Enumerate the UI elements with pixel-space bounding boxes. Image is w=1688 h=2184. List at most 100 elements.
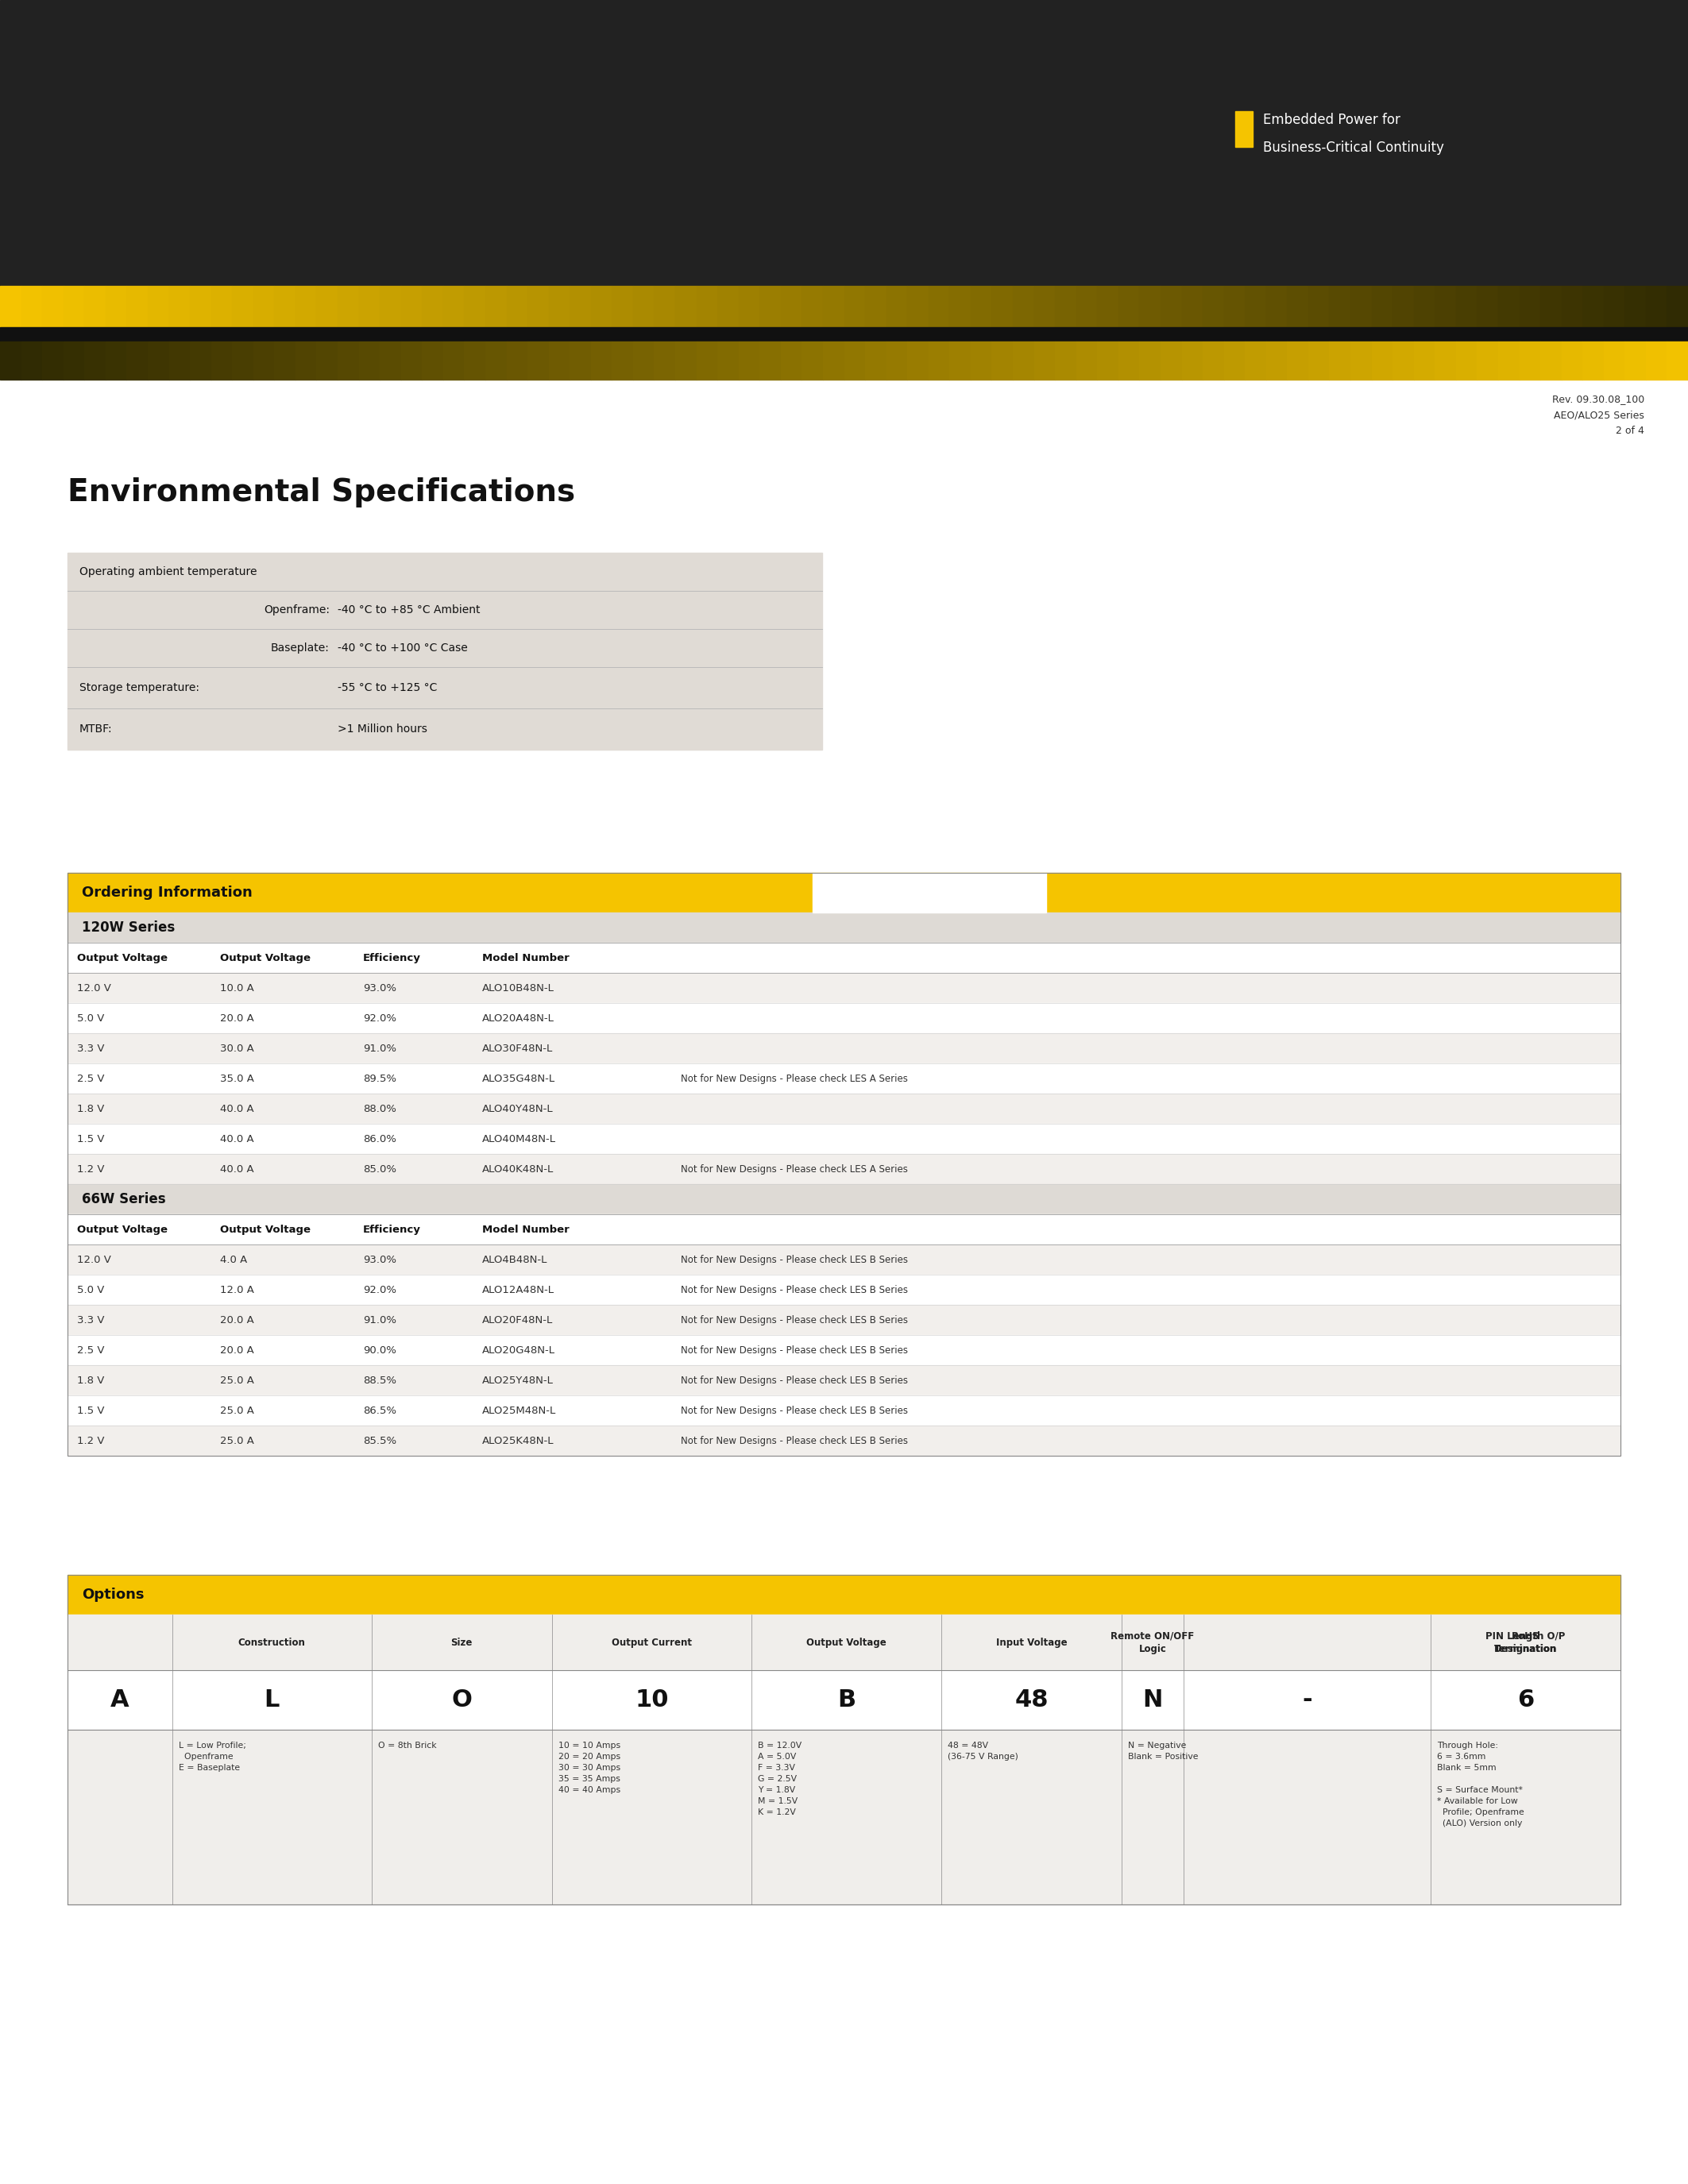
Bar: [68, 874, 1620, 1457]
Bar: [68, 1094, 1620, 1125]
Bar: [802, 286, 824, 328]
Bar: [1013, 341, 1033, 380]
Bar: [1202, 341, 1224, 380]
Text: 89.5%: 89.5%: [363, 1072, 397, 1083]
Text: 3.3 V: 3.3 V: [78, 1315, 105, 1326]
Bar: [68, 1334, 1620, 1365]
Bar: [1161, 341, 1182, 380]
Text: 5.0 V: 5.0 V: [78, 1284, 105, 1295]
Bar: [68, 1184, 1620, 1214]
Bar: [549, 341, 571, 380]
Text: 86.5%: 86.5%: [363, 1404, 397, 1415]
Bar: [0, 286, 20, 328]
Bar: [1561, 286, 1583, 328]
Bar: [1097, 286, 1117, 328]
Bar: [84, 286, 105, 328]
Text: 85.0%: 85.0%: [363, 1164, 397, 1175]
Bar: [571, 286, 591, 328]
Text: ALO40M48N-L: ALO40M48N-L: [483, 1133, 555, 1144]
Text: Rev. 09.30.08_100
AEO/ALO25 Series
2 of 4: Rev. 09.30.08_100 AEO/ALO25 Series 2 of …: [1551, 393, 1644, 437]
Bar: [1415, 286, 1435, 328]
Bar: [1033, 286, 1055, 328]
Bar: [1330, 286, 1350, 328]
Text: 25.0 A: 25.0 A: [219, 1435, 255, 1446]
Text: 85.5%: 85.5%: [363, 1435, 397, 1446]
Text: O: O: [451, 1688, 473, 1712]
Bar: [633, 341, 655, 380]
Bar: [1288, 286, 1308, 328]
Bar: [717, 286, 739, 328]
Bar: [84, 341, 105, 380]
Bar: [1604, 286, 1624, 328]
Text: L: L: [263, 1688, 280, 1712]
Text: B = 12.0V
A = 5.0V
F = 3.3V
G = 2.5V
Y = 1.8V
M = 1.5V
K = 1.2V: B = 12.0V A = 5.0V F = 3.3V G = 2.5V Y =…: [758, 1741, 802, 1817]
Text: -40 °C to +85 °C Ambient: -40 °C to +85 °C Ambient: [338, 605, 479, 616]
Text: 48: 48: [1014, 1688, 1048, 1712]
Text: ALO25Y48N-L: ALO25Y48N-L: [483, 1376, 554, 1385]
Text: 2.5 V: 2.5 V: [78, 1072, 105, 1083]
Bar: [1519, 341, 1539, 380]
Bar: [1308, 341, 1330, 380]
Text: 88.0%: 88.0%: [363, 1103, 397, 1114]
Text: Ordering Information: Ordering Information: [81, 885, 253, 900]
Bar: [105, 341, 127, 380]
Text: 20.0 A: 20.0 A: [219, 1315, 253, 1326]
Bar: [675, 286, 697, 328]
Bar: [338, 286, 358, 328]
Bar: [1393, 341, 1415, 380]
Bar: [486, 341, 506, 380]
Text: Output Voltage: Output Voltage: [78, 952, 167, 963]
Bar: [1202, 286, 1224, 328]
Bar: [127, 286, 149, 328]
Bar: [1097, 341, 1117, 380]
Bar: [68, 1064, 1620, 1094]
Bar: [697, 341, 717, 380]
Bar: [442, 341, 464, 380]
Text: ALO40K48N-L: ALO40K48N-L: [483, 1164, 554, 1175]
Bar: [1371, 286, 1393, 328]
Bar: [380, 341, 402, 380]
Bar: [1055, 286, 1077, 328]
Bar: [739, 286, 760, 328]
Bar: [866, 286, 886, 328]
Bar: [68, 1214, 1620, 1245]
Text: Options: Options: [81, 1588, 143, 1601]
Bar: [1624, 286, 1646, 328]
Text: ALO10B48N-L: ALO10B48N-L: [483, 983, 554, 994]
Bar: [1330, 341, 1350, 380]
Bar: [68, 1365, 1620, 1396]
Text: N: N: [1143, 1688, 1163, 1712]
Bar: [1646, 286, 1668, 328]
Text: 35.0 A: 35.0 A: [219, 1072, 255, 1083]
Text: 12.0 A: 12.0 A: [219, 1284, 255, 1295]
Bar: [68, 1033, 1620, 1064]
Bar: [760, 341, 780, 380]
Text: Openframe:: Openframe:: [263, 605, 329, 616]
Bar: [68, 1275, 1620, 1304]
Bar: [844, 341, 866, 380]
Bar: [1455, 286, 1477, 328]
Bar: [422, 341, 442, 380]
Bar: [1266, 341, 1288, 380]
Text: 10: 10: [635, 1688, 668, 1712]
Text: Output Voltage: Output Voltage: [78, 1225, 167, 1234]
Bar: [233, 341, 253, 380]
Bar: [1646, 341, 1668, 380]
Text: 93.0%: 93.0%: [363, 1254, 397, 1265]
Bar: [1182, 341, 1202, 380]
Bar: [928, 286, 949, 328]
Bar: [20, 341, 42, 380]
Bar: [1224, 341, 1246, 380]
Text: ALO20F48N-L: ALO20F48N-L: [483, 1315, 554, 1326]
Bar: [68, 1245, 1620, 1275]
Bar: [149, 341, 169, 380]
Text: Remote ON/OFF
Logic: Remote ON/OFF Logic: [1111, 1631, 1195, 1653]
Bar: [68, 1614, 1620, 1671]
Bar: [169, 286, 189, 328]
Bar: [1224, 286, 1246, 328]
Bar: [380, 286, 402, 328]
Bar: [1668, 286, 1688, 328]
Text: Output Voltage: Output Voltage: [807, 1638, 886, 1647]
Bar: [422, 286, 442, 328]
Text: Not for New Designs - Please check LES B Series: Not for New Designs - Please check LES B…: [680, 1315, 908, 1326]
